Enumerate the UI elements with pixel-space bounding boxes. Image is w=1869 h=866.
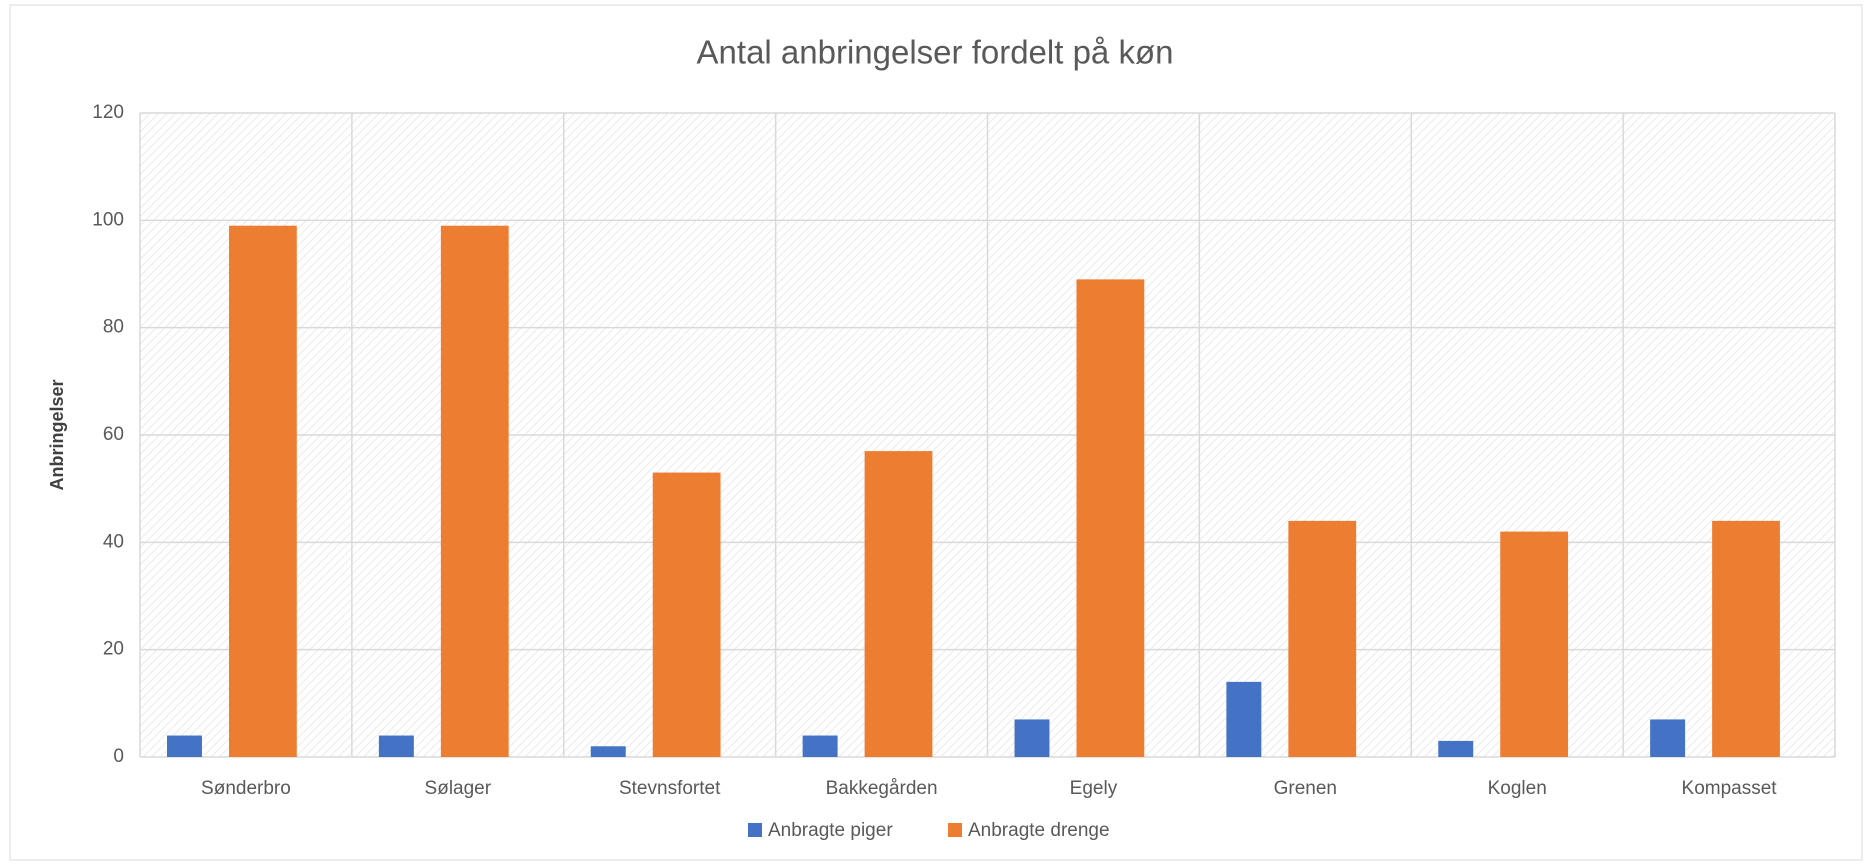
bar: [1712, 520, 1780, 757]
x-tick-label: Bakkegården: [826, 778, 938, 799]
y-tick-label: 0: [113, 746, 124, 767]
legend-label: Anbragte piger: [768, 820, 893, 841]
bar: [378, 735, 414, 757]
x-tick-label: Sølager: [425, 778, 492, 799]
x-tick-label: Grenen: [1274, 778, 1337, 799]
legend-label: Anbragte drenge: [968, 820, 1110, 841]
legend-swatch: [948, 823, 962, 837]
bar: [1438, 740, 1474, 757]
bar: [440, 225, 509, 757]
chart-title: Antal anbringelser fordelt på køn: [697, 34, 1174, 71]
bar: [167, 735, 202, 757]
y-tick-label: 120: [92, 102, 124, 123]
x-tick-label: Kompasset: [1682, 778, 1778, 799]
bar: [802, 735, 838, 757]
x-tick-label: Egely: [1070, 778, 1118, 799]
y-tick-label: 80: [103, 317, 124, 338]
bar: [1650, 719, 1686, 757]
y-tick-label: 100: [92, 209, 124, 230]
bar: [652, 472, 721, 757]
bar: [1288, 520, 1357, 757]
bar: [1076, 279, 1145, 757]
y-tick-label: 20: [103, 639, 124, 660]
bar: [228, 225, 297, 757]
y-tick-label: 40: [103, 531, 124, 552]
bar: [1500, 531, 1569, 757]
y-axis-label: Anbringelser: [47, 379, 67, 490]
y-tick-label: 60: [103, 424, 124, 445]
x-tick-label: Sønderbro: [201, 778, 291, 799]
legend-swatch: [748, 823, 762, 837]
bar: [864, 451, 933, 757]
bar: [1014, 719, 1050, 757]
bar: [1226, 681, 1262, 757]
x-tick-label: Koglen: [1488, 778, 1547, 799]
bar: [590, 746, 626, 757]
x-tick-label: Stevnsfortet: [619, 778, 721, 799]
